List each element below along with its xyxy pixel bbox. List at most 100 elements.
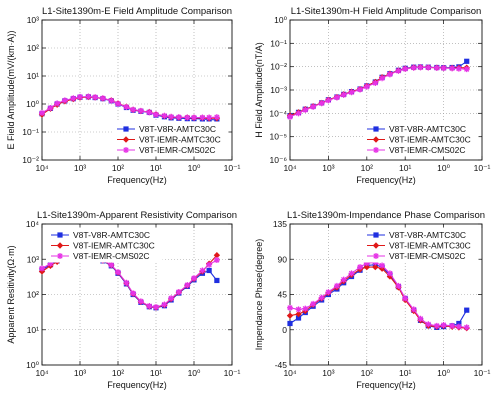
legend-label: V8T-V8R-AMTC30C bbox=[139, 124, 216, 134]
y-axis-label: Impendance Phase(degree) bbox=[254, 239, 264, 351]
series-V8T-IEMR-AMTC30C bbox=[286, 63, 470, 119]
series-V8T-IEMR-CMS02C bbox=[287, 259, 470, 331]
data-point bbox=[85, 93, 92, 100]
series-line bbox=[289, 264, 468, 328]
y-tick-label: 10⁻² bbox=[270, 62, 287, 72]
data-point bbox=[295, 310, 302, 318]
plot-frame bbox=[289, 223, 483, 366]
legend: V8T-V8R-AMTC30CV8T-IEMR-AMTC30CV8T-IEMR-… bbox=[113, 121, 229, 157]
data-point bbox=[184, 282, 191, 289]
legend-marker bbox=[123, 126, 129, 132]
chart-title: L1-Site1390m-Apparent Resistivity Compar… bbox=[37, 210, 237, 221]
x-tick-label: 10³ bbox=[74, 163, 86, 173]
x-tick-label: 10⁰ bbox=[437, 368, 450, 378]
data-point bbox=[449, 65, 456, 72]
x-tick-label: 10² bbox=[361, 163, 373, 173]
legend-label: V8T-V8R-AMTC30C bbox=[389, 124, 466, 134]
data-point bbox=[161, 112, 168, 119]
data-point bbox=[206, 261, 213, 268]
data-point bbox=[146, 303, 153, 310]
x-axis-label: Frequency(Hz) bbox=[107, 175, 167, 185]
data-point bbox=[325, 97, 332, 104]
data-point bbox=[153, 304, 159, 311]
data-point bbox=[318, 294, 325, 301]
data-point bbox=[318, 100, 325, 107]
y-tick-label: -45 bbox=[275, 360, 288, 370]
y-tick-label: 10⁻¹ bbox=[270, 38, 287, 48]
data-point bbox=[123, 279, 130, 286]
data-point bbox=[425, 64, 432, 71]
data-point bbox=[287, 113, 293, 120]
legend: V8T-V8R-AMTC30CV8T-IEMR-AMTC30CV8T-IEMR-… bbox=[363, 121, 479, 157]
data-point bbox=[213, 114, 220, 121]
data-point bbox=[372, 79, 379, 86]
data-point bbox=[295, 315, 302, 321]
data-point bbox=[333, 282, 340, 289]
x-tick-label: 10⁰ bbox=[188, 163, 201, 173]
chart-panel-phase: 10⁴ 10³ 10² 10¹ 10⁰ 10⁻¹ -45 0 45 90 135 V8T-V8R-AM… bbox=[254, 210, 491, 390]
data-point bbox=[417, 64, 424, 71]
data-point bbox=[455, 65, 462, 72]
data-point bbox=[191, 275, 197, 282]
data-point bbox=[168, 295, 175, 302]
data-point bbox=[287, 320, 293, 327]
data-point bbox=[54, 100, 61, 107]
y-tick-label: 10¹ bbox=[27, 71, 39, 81]
plot-frame bbox=[289, 19, 483, 161]
data-point bbox=[123, 104, 130, 111]
data-point bbox=[108, 97, 115, 104]
data-point bbox=[357, 264, 364, 271]
series-line bbox=[289, 266, 467, 329]
data-point bbox=[153, 111, 159, 118]
x-tick-label: 10¹ bbox=[399, 163, 411, 173]
y-tick-label: 10⁻¹ bbox=[22, 127, 39, 137]
y-tick-label: 10⁻⁵ bbox=[270, 132, 287, 142]
data-point bbox=[130, 106, 137, 113]
data-point bbox=[425, 321, 432, 328]
y-tick-label: 10³ bbox=[27, 15, 39, 25]
y-tick-label: 10⁻³ bbox=[270, 85, 287, 95]
chart-title: L1-Site1390m-H Field Amplitude Compariso… bbox=[291, 6, 482, 17]
data-point bbox=[433, 322, 440, 329]
data-point bbox=[357, 86, 364, 93]
y-tick-label: 10⁰ bbox=[274, 15, 287, 25]
x-axis-label: Frequency(Hz) bbox=[356, 380, 416, 390]
series-line bbox=[289, 261, 467, 328]
data-point bbox=[379, 262, 386, 269]
plot-frame bbox=[41, 19, 233, 161]
y-tick-label: 10⁴ bbox=[26, 219, 39, 229]
data-point bbox=[175, 288, 182, 295]
x-tick-label: 10² bbox=[112, 163, 124, 173]
data-point bbox=[199, 267, 206, 274]
data-point bbox=[410, 64, 417, 71]
data-point bbox=[61, 97, 68, 104]
y-tick-label: 10¹ bbox=[27, 325, 39, 335]
data-point bbox=[137, 107, 144, 114]
data-point bbox=[464, 307, 470, 313]
data-point bbox=[108, 261, 115, 268]
x-tick-label: 10³ bbox=[74, 368, 86, 378]
y-tick-label: 10² bbox=[27, 290, 39, 300]
data-point bbox=[302, 305, 309, 312]
data-point bbox=[417, 315, 424, 322]
data-point bbox=[325, 289, 332, 296]
data-point bbox=[137, 298, 144, 305]
data-point bbox=[464, 58, 470, 64]
series-V8T-IEMR-CMS02C bbox=[39, 93, 220, 121]
y-tick-label: 135 bbox=[273, 219, 287, 229]
x-tick-label: 10⁴ bbox=[35, 163, 48, 173]
data-point bbox=[310, 300, 317, 307]
data-point bbox=[386, 71, 393, 78]
legend-label: V8T-IEMR-AMTC30C bbox=[389, 135, 471, 145]
data-point bbox=[433, 64, 440, 71]
x-tick-label: 10⁻¹ bbox=[474, 163, 491, 173]
x-axis-label: Frequency(Hz) bbox=[356, 175, 416, 185]
data-point bbox=[213, 257, 220, 264]
data-point bbox=[130, 290, 137, 297]
legend: V8T-V8R-AMTC30CV8T-IEMR-AMTC30CV8T-IEMR-… bbox=[47, 227, 163, 263]
data-point bbox=[363, 260, 370, 267]
x-axis-label: Frequency(Hz) bbox=[107, 380, 167, 390]
data-point bbox=[214, 277, 220, 284]
chart-title: L1-Site1390m-Impendance Phase Comparison bbox=[287, 210, 485, 221]
data-point bbox=[440, 322, 447, 329]
